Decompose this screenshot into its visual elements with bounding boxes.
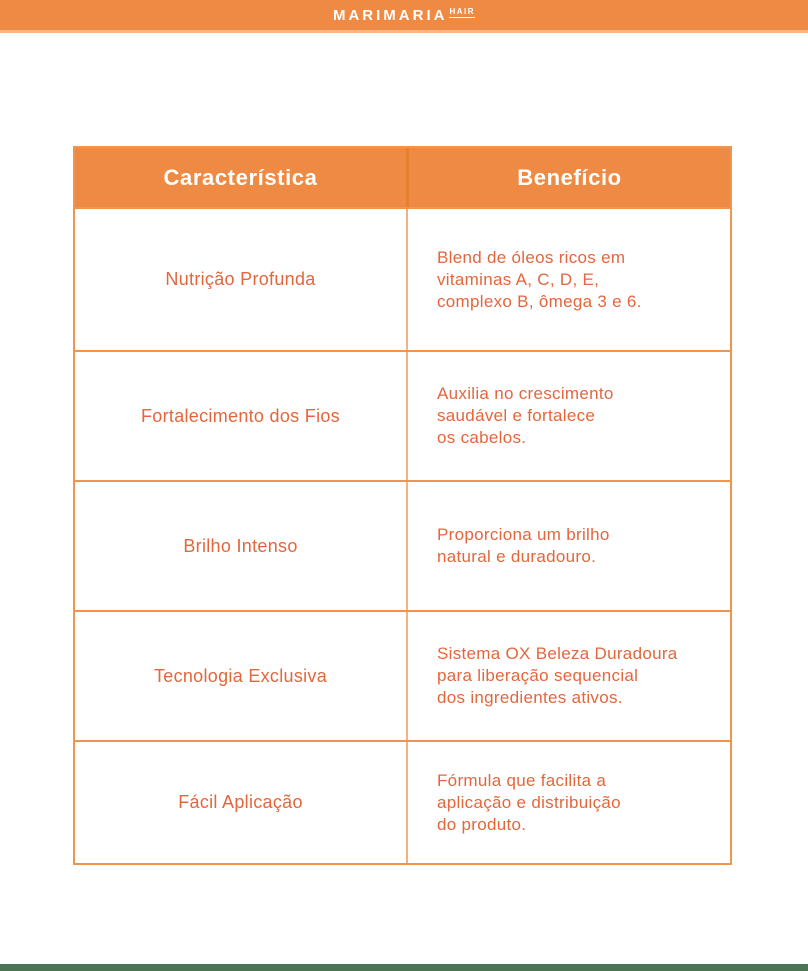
table-row: Fácil Aplicação Fórmula que facilita a a… <box>75 740 730 863</box>
brand-wordmark-sub: HAIR <box>449 6 476 18</box>
brand-header-bar: MARIMARIA HAIR <box>0 0 808 33</box>
benefit-cell: Blend de óleos ricos em vitaminas A, C, … <box>406 209 730 350</box>
table-row: Fortalecimento dos Fios Auxilia no cresc… <box>75 350 730 480</box>
brand-logo: MARIMARIA HAIR <box>332 6 476 24</box>
table-row: Nutrição Profunda Blend de óleos ricos e… <box>75 207 730 350</box>
feature-cell: Fácil Aplicação <box>178 792 303 812</box>
table-row: Brilho Intenso Proporciona um brilho nat… <box>75 480 730 610</box>
brand-wordmark: MARIMARIA <box>332 6 448 24</box>
feature-benefit-table: Característica Benefício Nutrição Profun… <box>73 146 732 865</box>
feature-cell: Nutrição Profunda <box>165 269 316 289</box>
benefit-cell: Auxilia no crescimento saudável e fortal… <box>406 352 730 480</box>
benefit-cell: Sistema OX Beleza Duradoura para liberaç… <box>406 612 730 740</box>
feature-cell: Tecnologia Exclusiva <box>153 665 328 686</box>
table-header-row: Característica Benefício <box>75 148 730 207</box>
feature-cell: Brilho Intenso <box>183 535 298 556</box>
footer-accent-bar <box>0 964 808 971</box>
feature-cell: Fortalecimento dos Fios <box>141 405 340 426</box>
table-row: Tecnologia Exclusiva Sistema OX Beleza D… <box>75 610 730 740</box>
column-header-caracteristica: Característica <box>163 164 318 190</box>
benefit-cell: Fórmula que facilita a aplicação e distr… <box>406 742 730 863</box>
column-header-beneficio: Benefício <box>406 148 730 207</box>
benefit-cell: Proporciona um brilho natural e duradour… <box>406 482 730 610</box>
